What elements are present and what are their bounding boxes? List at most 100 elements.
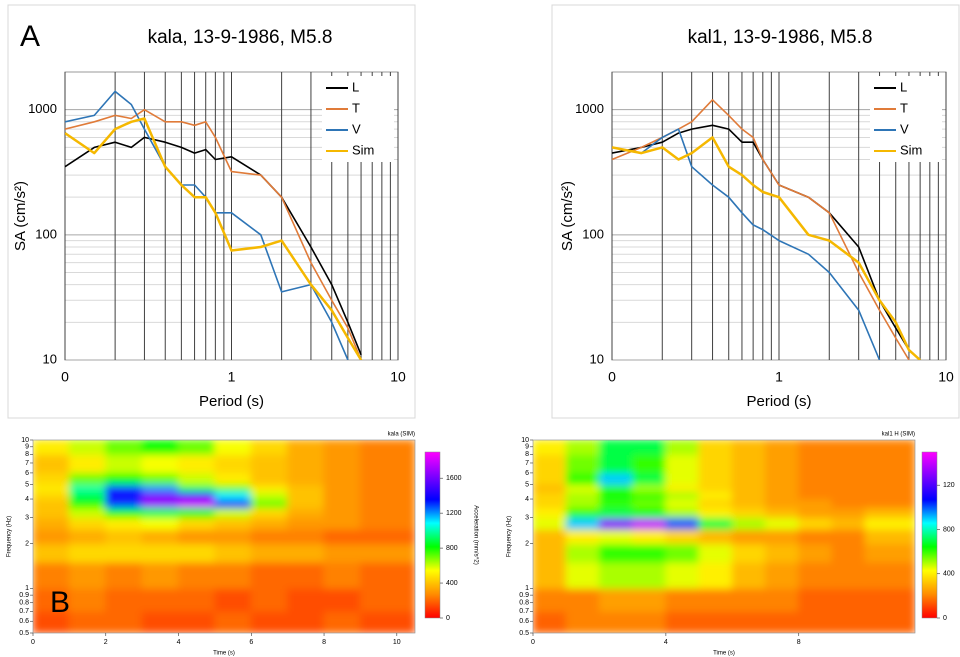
heatmap-cell: [105, 484, 143, 492]
heatmap-cell: [141, 440, 180, 455]
series-line: [65, 136, 362, 356]
heatmap-cell: [765, 543, 800, 563]
heatmap-cell: [831, 517, 866, 530]
heatmap-cell: [831, 587, 866, 612]
heatmap-cell: [214, 498, 252, 509]
heatmap-cell: [323, 484, 361, 492]
heatmap-cell: [287, 587, 325, 612]
heatmap-cell: [178, 561, 216, 589]
heatmap-cell: [250, 610, 289, 633]
heatmap-cell: [359, 561, 415, 589]
heatmap-cell: [598, 528, 634, 545]
heatmap-cell: [632, 498, 667, 509]
heatmap-cell: [33, 517, 70, 530]
y-tick-label: 100: [35, 226, 57, 241]
heatmap-cell: [798, 453, 833, 474]
heatmap-cell: [287, 440, 325, 455]
heatmap-cell: [665, 498, 700, 509]
plot-frame: [532, 439, 916, 634]
colorbar-tick-label: 1600: [446, 475, 462, 482]
heatmap-cell: [178, 472, 216, 486]
heatmap-cell: [533, 610, 567, 633]
heatmap-cell: [33, 528, 70, 545]
heatmap-cell: [359, 440, 415, 455]
y-tick-label: 10: [43, 351, 57, 366]
heatmap-cell: [698, 453, 733, 474]
x-axis-label: Period (s): [746, 393, 811, 410]
y-axis-label: SA (cm/s²): [12, 181, 29, 251]
y-tick-label: 100: [582, 226, 604, 241]
series-line: [65, 90, 349, 360]
heatmap-cell: [250, 440, 289, 455]
y-axis-label: Frequency (Hz): [7, 516, 13, 557]
heatmap-cell: [178, 528, 216, 545]
heatmap-cell: [864, 561, 915, 589]
heatmap-cell: [287, 543, 325, 563]
plot-frame: [32, 439, 416, 634]
heatmap-cell: [565, 587, 600, 612]
heatmap-cell: [765, 440, 800, 455]
heatmap-cell: [214, 517, 252, 530]
heatmap-cell: [533, 528, 567, 545]
heatmap-cell: [250, 517, 289, 530]
heatmap-cell: [598, 587, 634, 612]
heatmap-cell: [731, 507, 767, 519]
heatmap-cell: [765, 453, 800, 474]
x-tick-label: 8: [797, 639, 801, 646]
heatmap-cell: [359, 587, 415, 612]
heatmap-cell: [598, 484, 634, 492]
heatmap-cell: [731, 440, 767, 455]
heatmap-cell: [68, 440, 107, 455]
heatmap-cell: [632, 472, 667, 486]
y-tick-label: 6: [525, 470, 529, 477]
heatmap-cell: [33, 587, 70, 612]
heatmap-cell: [323, 528, 361, 545]
y-tick-label: 0.6: [19, 618, 29, 625]
heatmap-cell: [33, 490, 70, 500]
heatmap-cell: [632, 484, 667, 492]
y-tick-label: 0.9: [519, 592, 529, 599]
chart-title: kal1 H (SIM): [882, 432, 915, 438]
y-tick-label: 4: [25, 496, 29, 503]
heatmap-cell: [287, 528, 325, 545]
heatmap-cell: [533, 453, 567, 474]
x-tick-label: 0: [31, 639, 35, 646]
heatmap-cell: [214, 507, 252, 519]
heatmap-cell: [798, 587, 833, 612]
heatmap-cell: [698, 543, 733, 563]
heatmap-cell: [141, 453, 180, 474]
y-tick-label: 10: [590, 351, 604, 366]
heatmap-cell: [105, 507, 143, 519]
heatmap-cell: [33, 543, 70, 563]
heatmap-cell: [831, 498, 866, 509]
heatmap-cell: [323, 517, 361, 530]
colorbar-tick-label: 0: [943, 615, 947, 622]
heatmap-cell: [665, 507, 700, 519]
y-axis-label: Frequency (Hz): [507, 516, 513, 557]
heatmap-cell: [141, 517, 180, 530]
heatmap-cell: [765, 561, 800, 589]
heatmap-cell: [765, 610, 800, 633]
heatmap-cell: [864, 490, 915, 500]
heatmap-cell: [698, 610, 733, 633]
heatmap-cell: [798, 472, 833, 486]
heatmap-cell: [250, 543, 289, 563]
heatmap-cell: [250, 498, 289, 509]
heatmap-cell: [359, 507, 415, 519]
legend-label: V: [352, 121, 361, 136]
x-tick-label: 1: [228, 369, 236, 385]
heatmap-cell: [665, 490, 700, 500]
heatmap-cell: [141, 528, 180, 545]
heatmap-cell: [864, 453, 915, 474]
heatmap-cell: [731, 484, 767, 492]
y-tick-label: 7: [25, 460, 29, 467]
heatmap-cell: [765, 484, 800, 492]
colorbar: [921, 451, 938, 619]
heatmap-cell: [565, 543, 600, 563]
heatmap-cell: [178, 440, 216, 455]
heatmap-cell: [323, 507, 361, 519]
heatmap-cell: [68, 561, 107, 589]
heatmap-cell: [68, 587, 107, 612]
heatmap-cell: [105, 587, 143, 612]
heatmap-cell: [33, 498, 70, 509]
